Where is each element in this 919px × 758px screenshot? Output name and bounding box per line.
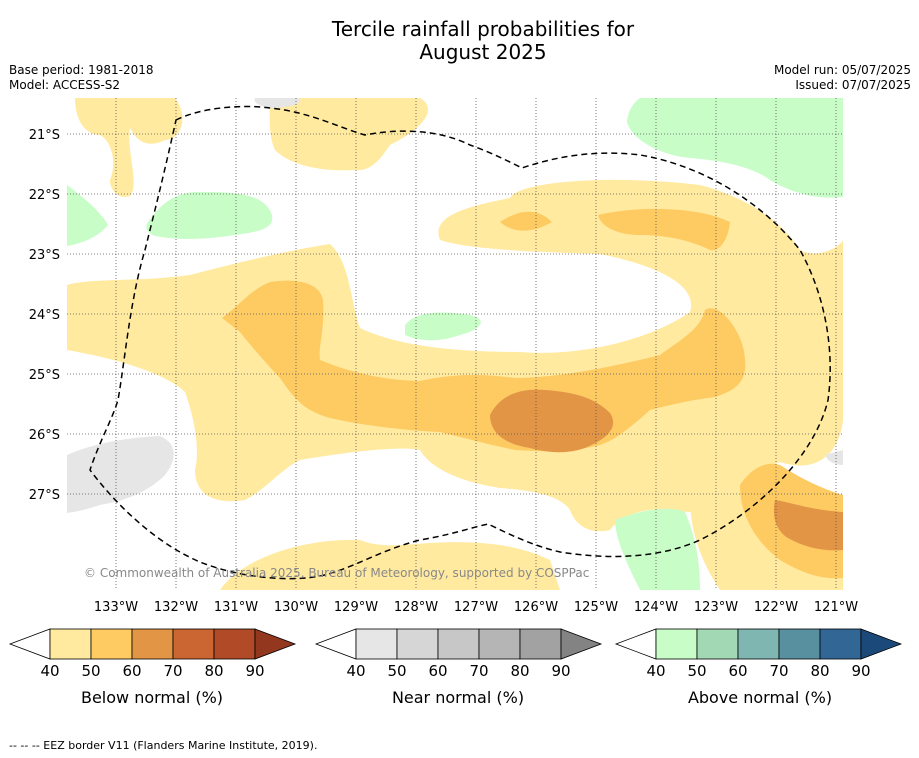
colorbar-segment <box>437 628 480 660</box>
colorbar-segment <box>49 628 92 660</box>
colorbar-segment <box>655 628 698 660</box>
colorbar-segment <box>355 628 398 660</box>
model-run: Model run: 05/07/2025 <box>773 63 911 77</box>
colorbar-segment <box>819 628 862 660</box>
colorbar-segment <box>90 628 133 660</box>
lon-label: 125°W <box>574 600 618 615</box>
lon-label: 126°W <box>514 600 558 615</box>
lon-label: 127°W <box>454 600 498 615</box>
colorbar-tick-label: 80 <box>510 662 529 680</box>
colorbar-segment <box>737 628 780 660</box>
colorbar-tick-label: 70 <box>769 662 788 680</box>
colorbar-extend-high <box>254 628 297 660</box>
colorbar-tick-label: 90 <box>551 662 570 680</box>
above-normal-colorbar: Above normal (%) 40 50 60 70 80 90 <box>614 628 903 707</box>
colorbar-tick-label: 40 <box>646 662 665 680</box>
below-normal-60-70-region <box>490 389 843 551</box>
colorbar-tick-label: 40 <box>346 662 365 680</box>
colorbar-segment <box>213 628 256 660</box>
latitude-labels: 21°S 22°S 23°S 24°S 25°S 26°S 27°S <box>29 128 60 503</box>
eez-border <box>89 105 831 580</box>
colorbar-tick-label: 60 <box>728 662 747 680</box>
graticule <box>67 98 843 590</box>
colorbar-label: Near normal (%) <box>392 688 524 707</box>
lat-label: 23°S <box>29 248 60 263</box>
lon-label: 132°W <box>154 600 198 615</box>
lon-label: 124°W <box>634 600 678 615</box>
lat-label: 25°S <box>29 368 60 383</box>
colorbar-segment <box>696 628 739 660</box>
colorbar-tick-label: 80 <box>810 662 829 680</box>
colorbar-tick-label: 90 <box>851 662 870 680</box>
colorbar-segment <box>519 628 562 660</box>
colorbar-tick-label: 70 <box>163 662 182 680</box>
below-normal-colorbar: Below normal (%) 40 50 60 70 80 90 <box>8 628 297 707</box>
colorbar-extend-high <box>860 628 903 660</box>
lon-label: 122°W <box>754 600 798 615</box>
model-name: Model: ACCESS-S2 <box>9 78 121 92</box>
colorbar-label: Below normal (%) <box>81 688 223 707</box>
base-period: Base period: 1981-2018 <box>9 63 154 77</box>
lon-label: 128°W <box>394 600 438 615</box>
colorbar-extend-low <box>314 628 357 660</box>
longitude-labels: 133°W 132°W 131°W 130°W 129°W 128°W 127°… <box>94 600 858 615</box>
colorbar-extend-low <box>614 628 657 660</box>
colorbar-segment <box>778 628 821 660</box>
colorbar-tick-label: 90 <box>245 662 264 680</box>
colorbar-segment <box>478 628 521 660</box>
lat-label: 26°S <box>29 428 60 443</box>
issued-date: Issued: 07/07/2025 <box>795 78 911 92</box>
colorbar-extend-high <box>560 628 603 660</box>
lat-label: 22°S <box>29 188 60 203</box>
colorbar-tick-label: 50 <box>387 662 406 680</box>
lon-label: 133°W <box>94 600 138 615</box>
colorbar-label: Above normal (%) <box>688 688 832 707</box>
near-normal-colorbar: Near normal (%) 40 50 60 70 80 90 <box>314 628 603 707</box>
title-line-1: Tercile rainfall probabilities for <box>331 17 635 41</box>
colorbar-tick-label: 40 <box>40 662 59 680</box>
colorbar-tick-label: 80 <box>204 662 223 680</box>
colorbar-segment <box>396 628 439 660</box>
lat-label: 27°S <box>29 488 60 503</box>
copyright-notice: © Commonwealth of Australia 2025, Bureau… <box>84 566 589 580</box>
probability-shading: © Commonwealth of Australia 2025, Bureau… <box>67 98 843 590</box>
lon-label: 121°W <box>814 600 858 615</box>
lat-label: 24°S <box>29 308 60 323</box>
lon-label: 130°W <box>274 600 318 615</box>
colorbar-segment <box>172 628 215 660</box>
map-title: Tercile rainfall probabilities for Augus… <box>0 18 919 64</box>
run-info: Model run: 05/07/2025 Issued: 07/07/2025 <box>774 63 911 93</box>
colorbar-segment <box>131 628 174 660</box>
colorbar-tick-label: 70 <box>469 662 488 680</box>
below-normal-40-50-region <box>67 98 843 590</box>
model-info: Base period: 1981-2018 Model: ACCESS-S2 <box>9 63 154 93</box>
lon-label: 123°W <box>694 600 738 615</box>
above-normal-40-50-region <box>67 98 843 590</box>
lat-label: 21°S <box>29 128 60 143</box>
colorbar-tick-label: 60 <box>428 662 447 680</box>
colorbar-tick-label: 50 <box>687 662 706 680</box>
colorbar-tick-label: 50 <box>81 662 100 680</box>
near-normal-40-50-region <box>67 98 843 513</box>
colorbar-extend-low <box>8 628 51 660</box>
title-line-2: August 2025 <box>419 40 547 64</box>
colorbar-tick-label: 60 <box>122 662 141 680</box>
eez-footnote: -- -- -- EEZ border V11 (Flanders Marine… <box>9 739 318 752</box>
lon-label: 129°W <box>334 600 378 615</box>
lon-label: 131°W <box>214 600 258 615</box>
